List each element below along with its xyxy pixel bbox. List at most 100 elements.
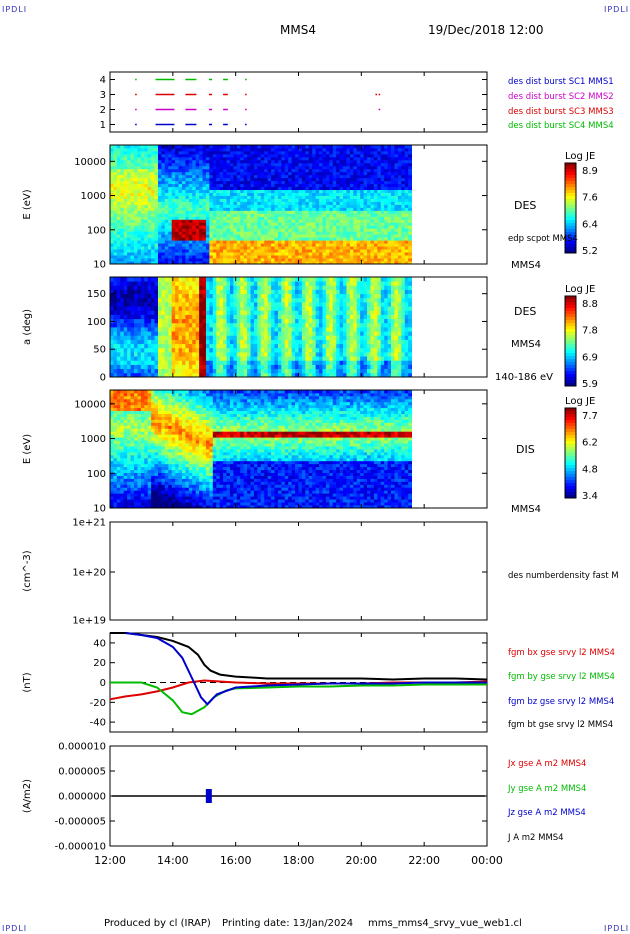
heatmap-cell bbox=[185, 289, 190, 295]
heatmap-cell bbox=[147, 302, 152, 307]
heatmap-cell bbox=[277, 234, 282, 238]
heatmap-cell bbox=[164, 339, 169, 345]
heatmap-cell bbox=[212, 145, 217, 149]
heatmap-cell bbox=[229, 210, 234, 214]
heatmap-cell bbox=[250, 255, 255, 259]
heatmap-cell bbox=[257, 331, 262, 336]
heatmap-cell bbox=[140, 322, 145, 328]
heatmap-cell bbox=[336, 216, 341, 220]
heatmap-cell bbox=[219, 356, 224, 361]
heatmap-cell bbox=[123, 145, 128, 149]
heatmap-cell bbox=[226, 243, 231, 247]
heatmap-cell bbox=[391, 195, 395, 199]
heatmap-cell bbox=[325, 145, 330, 149]
heatmap-cell bbox=[168, 258, 173, 262]
heatmap-cell bbox=[133, 293, 138, 299]
heatmap-cell bbox=[312, 216, 317, 220]
heatmap-cell bbox=[377, 213, 382, 217]
heatmap-cell bbox=[253, 352, 258, 357]
heatmap-cell bbox=[229, 150, 234, 155]
heatmap-cell bbox=[164, 177, 169, 182]
heatmap-cell bbox=[202, 352, 207, 357]
heatmap-cell bbox=[397, 231, 402, 235]
heatmap-cell bbox=[267, 225, 272, 229]
heatmap-cell bbox=[370, 145, 375, 149]
heatmap-cell bbox=[250, 335, 255, 340]
heatmap-cell bbox=[377, 240, 382, 244]
heatmap-cell bbox=[305, 174, 310, 179]
heatmap-cell bbox=[349, 261, 354, 265]
heatmap-cell bbox=[236, 343, 241, 349]
heatmap-cell bbox=[329, 186, 334, 191]
heatmap-cell bbox=[394, 258, 399, 262]
heatmap-cell bbox=[240, 225, 245, 229]
heatmap-cell bbox=[247, 195, 251, 199]
heatmap-cell bbox=[236, 198, 241, 202]
heatmap-cell bbox=[370, 255, 375, 259]
heatmap-cell bbox=[175, 240, 179, 244]
heatmap-cell bbox=[260, 246, 265, 250]
heatmap-cell bbox=[236, 335, 241, 340]
heatmap-cell bbox=[274, 322, 279, 328]
heatmap-cell bbox=[219, 156, 224, 161]
heatmap-cell bbox=[164, 201, 169, 205]
heatmap-cell bbox=[408, 216, 412, 220]
heatmap-cell bbox=[144, 356, 149, 361]
heatmap-cell bbox=[113, 310, 118, 315]
heatmap-cell bbox=[277, 277, 282, 282]
heatmap-cell bbox=[192, 213, 197, 217]
heatmap-cell bbox=[305, 195, 310, 199]
heatmap-cell bbox=[188, 216, 193, 220]
heatmap-cell bbox=[298, 147, 303, 152]
heatmap-cell bbox=[288, 219, 293, 223]
heatmap-cell bbox=[144, 368, 149, 374]
heatmap-cell bbox=[401, 195, 406, 199]
heatmap-cell bbox=[199, 162, 203, 167]
heatmap-cell bbox=[349, 237, 354, 241]
heatmap-cell bbox=[219, 368, 224, 374]
heatmap-cell bbox=[346, 234, 351, 238]
heatmap-cell bbox=[295, 318, 299, 324]
heatmap-cell bbox=[154, 297, 159, 303]
heatmap-cell bbox=[240, 297, 245, 303]
heatmap-cell bbox=[144, 174, 149, 179]
heatmap-cell bbox=[161, 314, 166, 320]
heatmap-cell bbox=[277, 237, 282, 241]
heatmap-cell bbox=[209, 201, 214, 205]
heatmap-cell bbox=[247, 210, 251, 214]
heatmap-cell bbox=[195, 314, 200, 320]
heatmap-cell bbox=[110, 168, 114, 173]
heatmap-cell bbox=[188, 318, 193, 324]
heatmap-cell bbox=[271, 246, 275, 250]
heatmap-cell bbox=[253, 198, 258, 202]
heatmap-cell bbox=[226, 234, 231, 238]
heatmap-cell bbox=[216, 201, 221, 205]
heatmap-cell bbox=[216, 372, 221, 378]
heatmap-cell bbox=[298, 281, 303, 286]
heatmap-cell bbox=[267, 153, 272, 158]
heatmap-cell bbox=[181, 327, 186, 332]
heatmap-cell bbox=[205, 360, 210, 365]
des-energy-y-tick-label: 10000 bbox=[74, 157, 106, 168]
heatmap-cell bbox=[223, 171, 227, 176]
heatmap-cell bbox=[391, 210, 395, 214]
heatmap-cell bbox=[404, 228, 409, 232]
heatmap-cell bbox=[175, 277, 179, 282]
heatmap-cell bbox=[264, 237, 269, 241]
heatmap-cell bbox=[308, 240, 313, 244]
heatmap-cell bbox=[144, 156, 149, 161]
heatmap-cell bbox=[284, 356, 289, 361]
heatmap-cell bbox=[301, 210, 306, 214]
heatmap-cell bbox=[253, 277, 258, 282]
heatmap-cell bbox=[205, 285, 210, 290]
heatmap-cell bbox=[243, 352, 248, 357]
heatmap-cell bbox=[195, 177, 200, 182]
heatmap-cell bbox=[240, 249, 245, 253]
heatmap-cell bbox=[264, 186, 269, 191]
heatmap-cell bbox=[240, 153, 245, 158]
heatmap-cell bbox=[250, 156, 255, 161]
des-energy-colorbar-color-step bbox=[565, 175, 576, 179]
heatmap-cell bbox=[322, 186, 327, 191]
heatmap-cell bbox=[325, 180, 330, 185]
heatmap-cell bbox=[130, 335, 135, 340]
